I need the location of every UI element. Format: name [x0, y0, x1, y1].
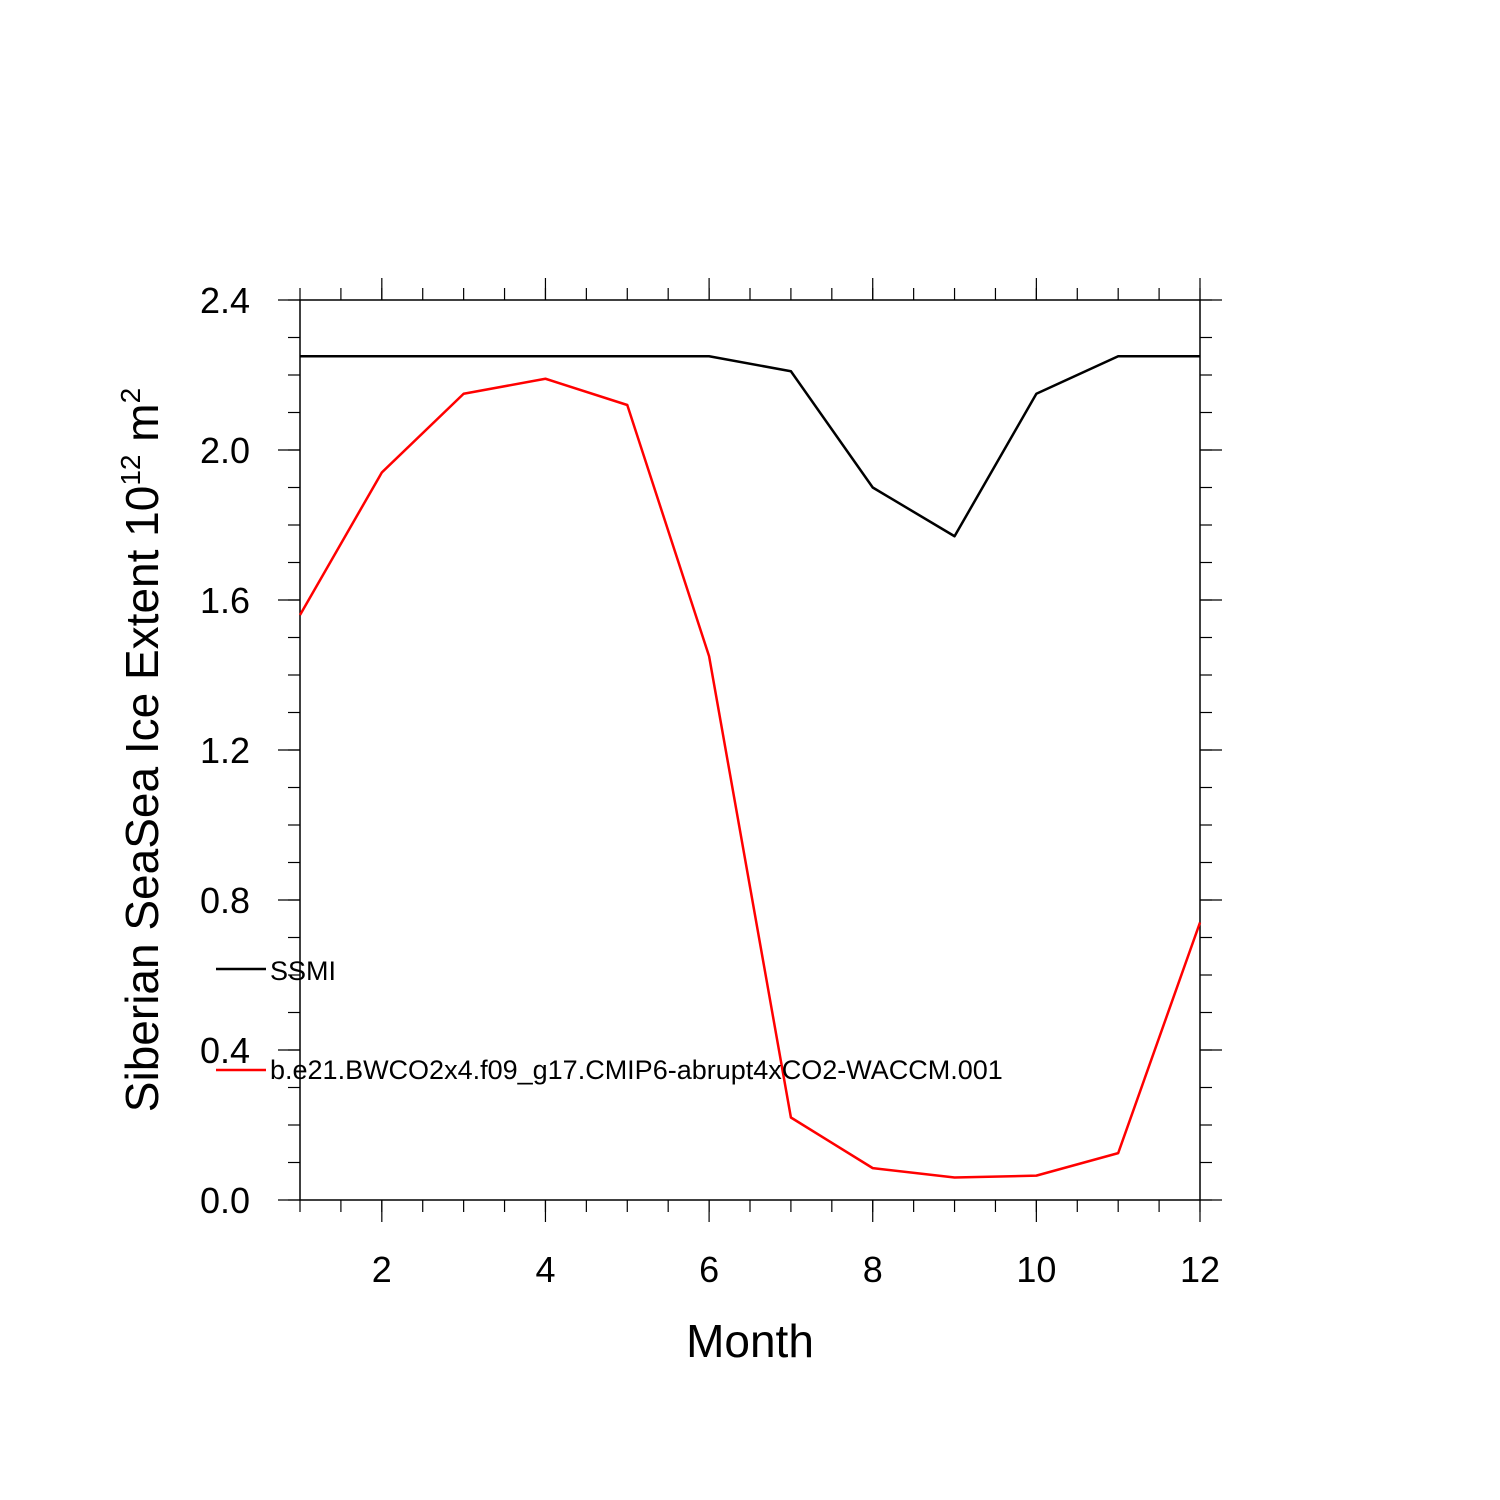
x-tick-label: 6	[699, 1249, 719, 1290]
x-tick-label: 2	[372, 1249, 392, 1290]
y-axis-title: Siberian SeaSea Ice Extent 1012 m2	[115, 388, 168, 1112]
y-tick-label: 1.6	[200, 580, 250, 621]
series-lines	[298, 355, 1202, 1179]
y-axis-title-unit-exponent: 2	[115, 388, 146, 404]
x-tick-labels: 2 4 6 8 10 12	[372, 1249, 1220, 1290]
y-axis-title-text: Siberian SeaSea Ice Extent 10	[116, 486, 168, 1113]
y-tick-label: 2.0	[200, 430, 250, 471]
x-axis-title: Month	[686, 1315, 814, 1367]
y-tick-label: 0.0	[200, 1180, 250, 1221]
x-tick-label: 4	[535, 1249, 555, 1290]
x-tick-label: 10	[1016, 1249, 1056, 1290]
legend-label-ssmi: SSMI	[270, 956, 336, 986]
y-tick-label: 0.8	[200, 880, 250, 921]
series-line-0	[300, 355, 1200, 538]
y-tick-label: 1.2	[200, 730, 250, 771]
y-tick-label: 2.4	[200, 280, 250, 321]
major-ticks	[278, 278, 1222, 1222]
x-tick-label: 12	[1180, 1249, 1220, 1290]
y-tick-labels: 0.0 0.4 0.8 1.2 1.6 2.0 2.4	[200, 280, 250, 1221]
y-axis-title-exponent: 12	[115, 455, 146, 486]
y-axis-title-unit: m	[116, 403, 168, 454]
series-line-1	[298, 377, 1202, 1179]
x-tick-label: 8	[863, 1249, 883, 1290]
legend-label-waccm: b.e21.BWCO2x4.f09_g17.CMIP6-abrupt4xCO2-…	[270, 1055, 1003, 1085]
legend: SSMI b.e21.BWCO2x4.f09_g17.CMIP6-abrupt4…	[216, 956, 1003, 1085]
y-tick-label: 0.4	[200, 1030, 250, 1071]
